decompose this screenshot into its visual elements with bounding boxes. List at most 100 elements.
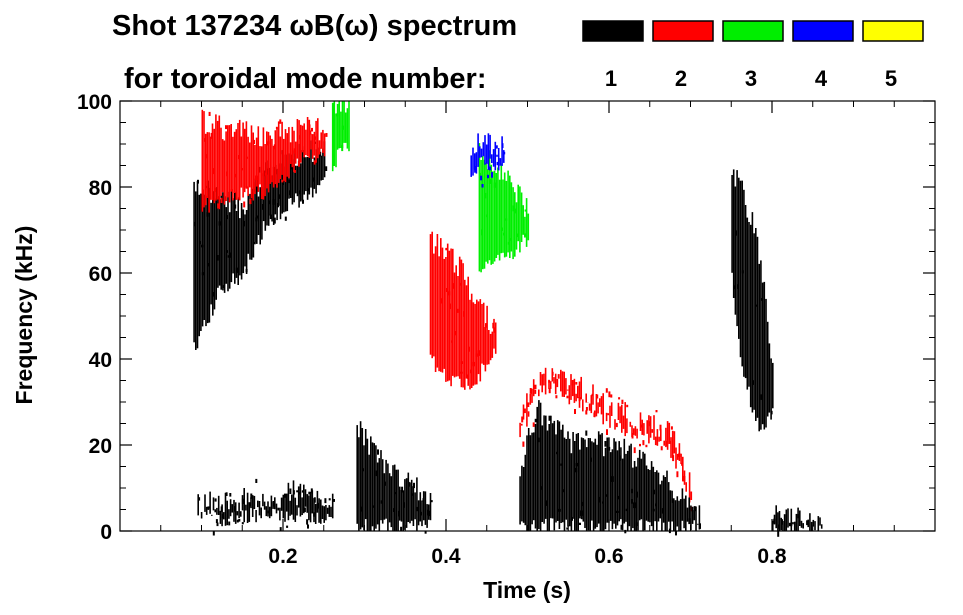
spectral-mark (346, 108, 349, 149)
spectral-speckle (212, 292, 215, 297)
spectral-mark (242, 209, 245, 274)
spectral-speckle (487, 174, 489, 179)
spectral-speckle (540, 486, 543, 490)
spectral-mark (275, 503, 278, 514)
spectral-mark (293, 130, 295, 172)
spectral-mark (218, 115, 221, 210)
spectral-mark (208, 132, 210, 213)
legend-label-5: 5 (885, 66, 897, 91)
spectral-mark (601, 433, 603, 531)
spectral-speckle (324, 498, 327, 504)
spectral-mark (262, 127, 265, 200)
spectral-speckle (585, 410, 588, 415)
spectral-mark (216, 120, 219, 200)
spectral-mark (266, 160, 268, 226)
spectral-mark (220, 195, 222, 290)
spectral-speckle (193, 221, 196, 227)
spectral-speckle (212, 168, 214, 175)
spectral-speckle (256, 215, 259, 219)
spectral-mark (487, 169, 489, 264)
spectral-mark (237, 197, 239, 285)
spectral-mark (211, 123, 214, 201)
spectral-mark (482, 156, 484, 270)
spectral-speckle (534, 418, 537, 423)
spectral-mark (643, 423, 645, 436)
spectral-speckle (699, 523, 701, 529)
spectral-mark (491, 154, 493, 163)
spectral-speckle (273, 217, 276, 224)
spectral-mark (691, 506, 694, 524)
spectral-mark (294, 141, 297, 164)
spectral-mark (575, 393, 577, 402)
spectral-mark (245, 210, 248, 274)
spectral-mark (529, 393, 532, 405)
spectral-mark (462, 263, 464, 388)
spectral-speckle (325, 133, 328, 137)
spectral-mark (812, 519, 815, 527)
spectral-mark (593, 410, 596, 418)
spectral-mark (782, 521, 784, 531)
x-tick-label: 0.6 (594, 545, 623, 568)
spectral-mark (525, 198, 528, 247)
spectral-mark (641, 419, 643, 435)
spectral-mark (666, 470, 668, 531)
spectral-mark (570, 374, 572, 400)
spectral-mark (646, 420, 648, 434)
spectral-mark (196, 180, 199, 349)
spectral-mark (213, 128, 215, 204)
spectral-speckle (654, 503, 657, 507)
spectral-mark (228, 125, 231, 203)
spectral-mark (594, 438, 597, 529)
spectral-mark (817, 516, 820, 531)
spectral-mark (291, 126, 294, 168)
spectral-mark (775, 505, 777, 529)
spectral-mark (402, 490, 404, 531)
spectral-mark (306, 117, 309, 157)
spectral-mark (252, 132, 254, 201)
spectral-mark (453, 272, 456, 378)
spectral-mark (546, 430, 549, 531)
spectral-mark (311, 161, 314, 198)
spectral-mark (571, 384, 574, 397)
spectral-mark (503, 150, 505, 163)
spectral-mark (193, 181, 195, 343)
spectral-mark (562, 424, 564, 523)
spectral-speckle (548, 415, 551, 421)
spectral-mark (356, 425, 358, 524)
spectral-mark (276, 128, 278, 188)
spectral-mark (644, 453, 646, 531)
spectral-speckle (752, 380, 755, 385)
spectral-mark (544, 367, 547, 395)
spectral-mark (216, 507, 218, 515)
spectral-mark (305, 157, 307, 192)
spectral-mark (484, 327, 487, 372)
spectral-speckle (770, 410, 773, 415)
spectral-mark (228, 212, 231, 289)
spectral-speckle (522, 441, 525, 447)
spectral-mark (673, 431, 676, 454)
spectral-speckle (241, 522, 244, 525)
spectral-mark (520, 192, 523, 242)
spectral-mark (287, 482, 290, 521)
spectral-mark (620, 447, 622, 520)
spectral-speckle (488, 179, 491, 184)
spectral-mark (397, 469, 399, 531)
spectral-mark (450, 248, 452, 387)
spectral-mark (619, 406, 621, 424)
spectral-speckle (631, 433, 634, 439)
spectral-mark (235, 211, 238, 278)
spectral-speckle (249, 198, 252, 205)
spectral-mark (383, 473, 386, 520)
spectral-mark (495, 173, 498, 258)
spectral-mark (475, 152, 478, 174)
spectral-mark (260, 507, 262, 519)
spectral-speckle (630, 499, 633, 504)
spectral-speckle (216, 522, 219, 527)
spectral-mark (744, 205, 747, 379)
spectral-mark (519, 422, 521, 438)
spectral-speckle (236, 519, 239, 523)
spectral-mark (507, 170, 509, 253)
spectral-mark (284, 154, 287, 212)
spectral-mark (553, 420, 556, 531)
spectral-mark (259, 187, 261, 245)
